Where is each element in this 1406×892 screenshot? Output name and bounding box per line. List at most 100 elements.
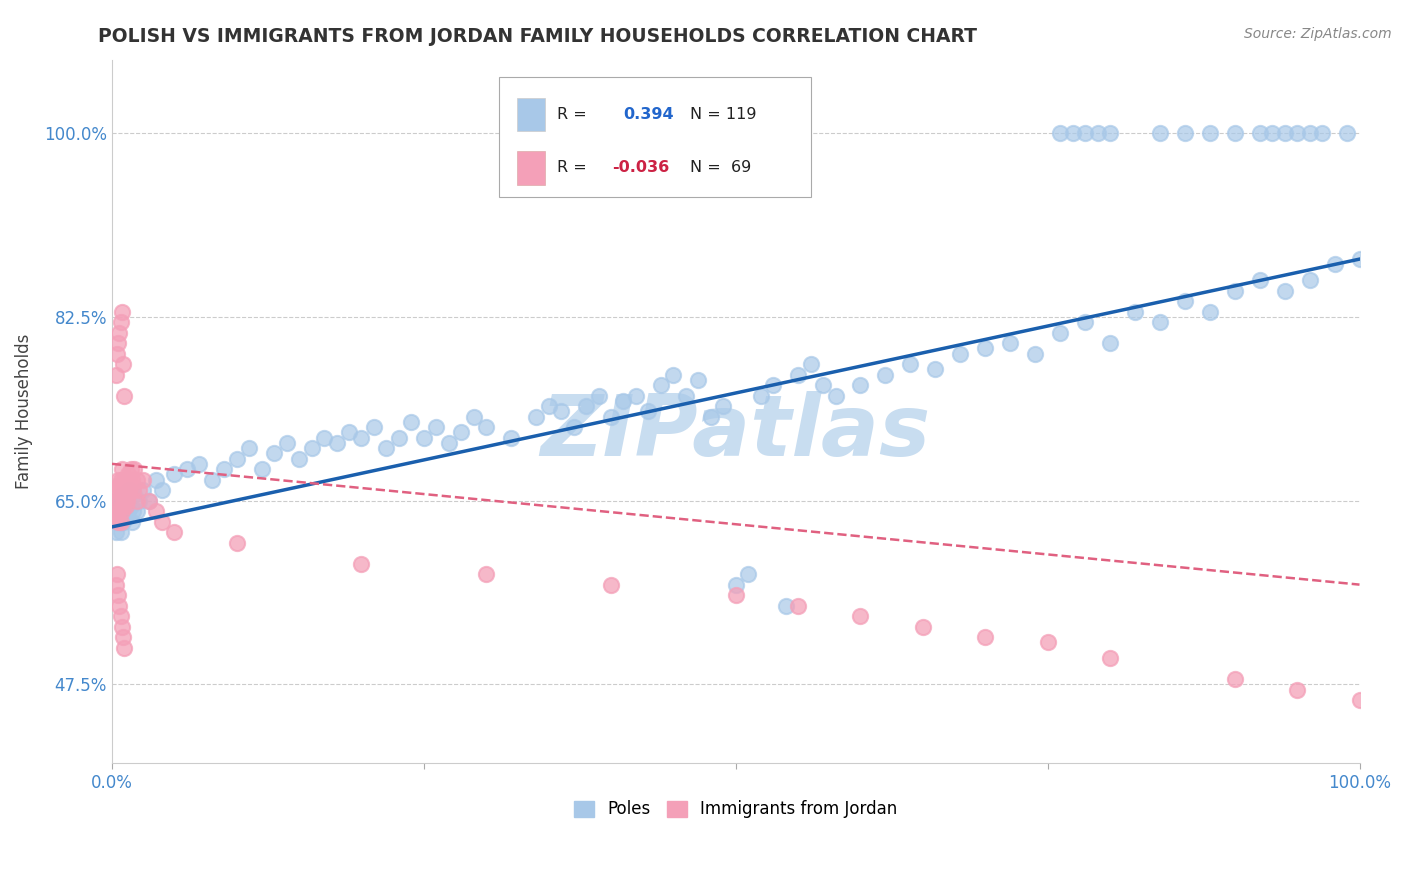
Point	[401, 415, 423, 429]
Legend: Poles, Immigrants from Jordan: Poles, Immigrants from Jordan	[567, 794, 904, 825]
Text: -0.036: -0.036	[612, 161, 669, 176]
Point	[337, 425, 360, 440]
Point	[1049, 126, 1071, 140]
Point	[150, 483, 173, 497]
Point	[107, 493, 129, 508]
Point	[111, 515, 134, 529]
Point	[550, 404, 572, 418]
Point	[117, 488, 139, 502]
Point	[824, 389, 846, 403]
Point	[711, 399, 734, 413]
Point	[412, 431, 434, 445]
Point	[108, 509, 131, 524]
Point	[612, 393, 634, 408]
Text: Source: ZipAtlas.com: Source: ZipAtlas.com	[1244, 27, 1392, 41]
Point	[588, 389, 610, 403]
Point	[107, 504, 129, 518]
Text: POLISH VS IMMIGRANTS FROM JORDAN FAMILY HOUSEHOLDS CORRELATION CHART: POLISH VS IMMIGRANTS FROM JORDAN FAMILY …	[98, 27, 977, 45]
Point	[112, 499, 135, 513]
Point	[104, 577, 127, 591]
Point	[125, 493, 148, 508]
Point	[107, 336, 129, 351]
Point	[104, 525, 127, 540]
Point	[117, 467, 139, 482]
Point	[117, 504, 139, 518]
Point	[575, 399, 598, 413]
Point	[375, 441, 398, 455]
Point	[110, 488, 132, 502]
Point	[108, 599, 131, 613]
Point	[1174, 126, 1197, 140]
Point	[125, 504, 148, 518]
Point	[110, 315, 132, 329]
FancyBboxPatch shape	[499, 78, 811, 197]
Point	[1298, 273, 1320, 287]
Point	[1274, 284, 1296, 298]
Point	[1223, 126, 1246, 140]
Point	[128, 483, 150, 497]
Point	[111, 304, 134, 318]
Point	[132, 473, 155, 487]
Point	[105, 509, 128, 524]
Point	[176, 462, 198, 476]
Point	[675, 389, 697, 403]
Point	[225, 535, 247, 549]
Point	[114, 473, 136, 487]
Point	[105, 515, 128, 529]
Point	[1036, 635, 1059, 649]
Point	[1123, 304, 1146, 318]
Point	[900, 357, 922, 371]
Point	[724, 588, 747, 602]
Point	[145, 473, 167, 487]
Point	[111, 504, 134, 518]
Point	[107, 493, 129, 508]
Point	[811, 378, 834, 392]
Point	[263, 446, 285, 460]
Point	[250, 462, 273, 476]
Point	[1249, 273, 1271, 287]
Point	[1074, 126, 1097, 140]
Point	[111, 619, 134, 633]
Text: R =: R =	[557, 107, 588, 122]
Point	[1087, 126, 1109, 140]
Point	[150, 515, 173, 529]
Point	[775, 599, 797, 613]
Point	[110, 509, 132, 524]
Point	[1149, 315, 1171, 329]
Point	[111, 483, 134, 497]
Point	[212, 462, 235, 476]
Text: N =  69: N = 69	[689, 161, 751, 176]
Point	[114, 640, 136, 655]
Point	[1049, 326, 1071, 340]
Point	[115, 473, 138, 487]
Point	[276, 435, 298, 450]
Point	[110, 473, 132, 487]
Point	[122, 504, 145, 518]
Point	[115, 493, 138, 508]
Point	[475, 567, 498, 582]
Point	[104, 488, 127, 502]
Point	[124, 462, 146, 476]
Point	[111, 488, 134, 502]
Point	[350, 557, 373, 571]
Point	[974, 630, 997, 644]
Point	[662, 368, 685, 382]
Point	[1174, 294, 1197, 309]
Point	[562, 420, 585, 434]
Point	[524, 409, 547, 424]
Text: ZIPatlas: ZIPatlas	[541, 391, 931, 474]
Point	[114, 493, 136, 508]
Point	[1249, 126, 1271, 140]
Y-axis label: Family Households: Family Households	[15, 334, 32, 489]
Point	[350, 431, 373, 445]
Point	[312, 431, 335, 445]
Point	[114, 488, 136, 502]
Point	[1286, 682, 1309, 697]
Point	[974, 342, 997, 356]
Point	[363, 420, 385, 434]
Point	[849, 609, 872, 624]
Point	[849, 378, 872, 392]
Point	[650, 378, 672, 392]
Point	[110, 525, 132, 540]
Point	[624, 389, 647, 403]
